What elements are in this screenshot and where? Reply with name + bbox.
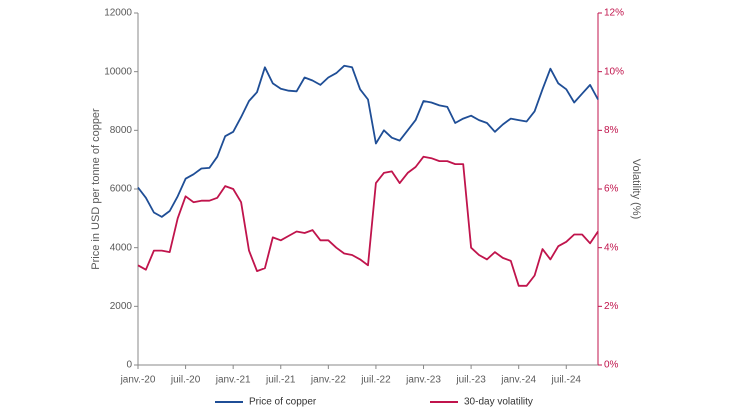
series-line: [137, 64, 599, 218]
x-tick-label: juil.-24: [551, 375, 582, 386]
x-tick-label: juil.-22: [360, 375, 391, 386]
y2-axis-title: Volatility (%): [630, 159, 642, 220]
y2-tick-label: 0%: [604, 360, 619, 371]
legend-label: 30-day volatility: [464, 397, 533, 408]
x-tick-label: janv.-23: [405, 375, 441, 386]
y-tick-label: 4000: [110, 242, 133, 253]
y2-tick-label: 8%: [604, 125, 619, 136]
y-tick-label: 8000: [110, 125, 133, 136]
series-line: [137, 155, 599, 287]
x-tick-label: juil.-20: [170, 375, 201, 386]
y2-tick-label: 2%: [604, 301, 619, 312]
y2-tick-label: 6%: [604, 184, 619, 195]
y-tick-label: 6000: [110, 184, 133, 195]
y2-tick-label: 12%: [604, 8, 624, 19]
x-tick-label: juil.-21: [265, 375, 296, 386]
y-axis-title: Price in USD per tonne of copper: [90, 108, 102, 270]
x-tick-label: janv.-22: [310, 375, 346, 386]
x-tick-label: juil.-23: [455, 375, 486, 386]
y2-tick-label: 4%: [604, 242, 619, 253]
x-tick-label: janv.-24: [500, 375, 536, 386]
y-tick-label: 12000: [104, 8, 132, 19]
x-tick-label: janv.-21: [215, 375, 251, 386]
y2-tick-label: 10%: [604, 66, 624, 77]
y-tick-label: 2000: [110, 301, 133, 312]
y-tick-label: 0: [126, 360, 132, 371]
y-tick-label: 10000: [104, 66, 132, 77]
x-tick-label: janv.-20: [120, 375, 156, 386]
legend-label: Price of copper: [249, 397, 317, 408]
